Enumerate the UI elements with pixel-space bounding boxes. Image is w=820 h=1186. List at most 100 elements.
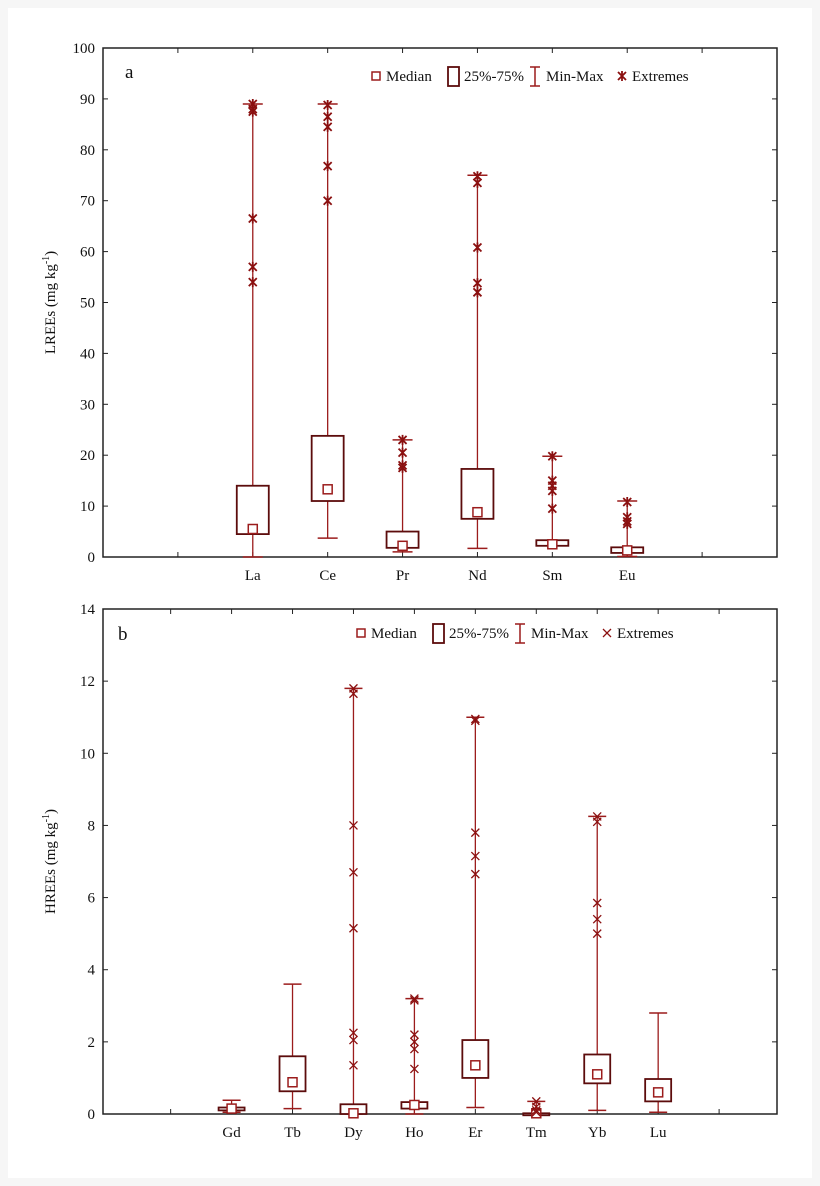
x-tick-label: Tm [526, 1125, 547, 1141]
median-marker [591, 1069, 603, 1080]
extreme-point [248, 261, 258, 272]
box-Ce [310, 100, 345, 539]
legend-box-label: 25%-75% [464, 69, 524, 85]
extreme-point [592, 817, 602, 827]
plot-frame [102, 47, 778, 558]
y-axis-label-superscript: -1 [41, 814, 52, 822]
extreme-point [323, 161, 333, 172]
x-tick-label: Sm [542, 568, 562, 584]
median-marker [397, 540, 408, 552]
extreme-point [349, 689, 358, 699]
extreme-point [349, 1060, 358, 1070]
legend-extremes-label: Extremes [617, 626, 674, 642]
x-tick-label: Ho [405, 1125, 423, 1141]
y-tick-label: 0 [88, 1107, 96, 1123]
extreme-point [349, 1035, 358, 1045]
extreme-point [472, 287, 483, 298]
y-tick-label: 6 [88, 891, 96, 907]
x-tick-label: Nd [468, 568, 487, 584]
legend-median-marker [371, 71, 381, 81]
extreme-point [592, 914, 602, 924]
y-axis-label-superscript: -1 [41, 256, 52, 264]
extreme-point [248, 106, 258, 117]
extreme-point [409, 995, 419, 1005]
extreme-point [472, 242, 483, 253]
median-marker [247, 523, 259, 535]
median-marker [470, 1060, 481, 1071]
x-tick-label: Dy [344, 1125, 363, 1141]
x-tick-label: Pr [396, 568, 409, 584]
extreme-point [349, 1028, 358, 1038]
extreme-point [409, 994, 419, 1004]
y-tick-label: 40 [80, 346, 95, 362]
legend: Median 25%-75% Min-Max Extremes [371, 66, 689, 87]
y-tick-label: 0 [88, 550, 96, 566]
extreme-point [622, 497, 632, 508]
y-axis-label-end: ) [43, 809, 59, 814]
box-Pr [385, 434, 420, 553]
extreme-point [248, 277, 258, 288]
legend-box-marker [432, 623, 445, 644]
y-tick-label: 60 [80, 245, 95, 261]
x-tick-label: Lu [650, 1125, 667, 1141]
extreme-point [472, 177, 483, 188]
extreme-point [622, 518, 632, 529]
y-tick-label: 12 [80, 674, 95, 690]
extreme-point [409, 1044, 419, 1054]
box-Eu [610, 497, 645, 558]
extreme-point [592, 898, 602, 908]
extreme-point [397, 462, 408, 473]
legend-box-marker [447, 66, 460, 87]
x-tick-label: La [245, 568, 261, 584]
legend-median-marker [356, 628, 366, 638]
extreme-point [531, 1107, 541, 1117]
legend-range-marker [530, 66, 540, 87]
median-marker [531, 1108, 542, 1119]
extreme-point [547, 451, 557, 462]
box-Lu [644, 1012, 673, 1113]
legend-extremes-marker [617, 71, 627, 81]
extreme-point [323, 111, 333, 122]
legend-range-marker [515, 623, 525, 644]
box-Tb [278, 983, 307, 1110]
extreme-point [470, 716, 480, 726]
box-Ho [400, 994, 429, 1115]
extreme-point [397, 447, 408, 458]
y-tick-label: 14 [80, 602, 96, 618]
extreme-point [592, 929, 602, 939]
y-tick-label: 10 [80, 499, 95, 515]
box-Nd [460, 171, 495, 550]
y-tick-label: 4 [88, 963, 96, 979]
y-tick-label: 20 [80, 448, 95, 464]
legend-range-label: Min-Max [531, 626, 589, 642]
extreme-point [323, 121, 333, 132]
legend-range-label: Min-Max [546, 69, 604, 85]
y-axis-label-end: ) [43, 251, 59, 256]
median-marker [287, 1077, 298, 1088]
extreme-point [349, 820, 358, 830]
box-Er [461, 714, 490, 1109]
y-tick-label: 10 [80, 746, 95, 762]
extreme-point [470, 851, 480, 861]
y-axis-label-text: LREEs (mg kg [43, 264, 59, 354]
y-tick-label: 50 [80, 296, 95, 312]
extreme-point [397, 434, 408, 445]
extreme-point [547, 485, 557, 496]
extreme-point [531, 1105, 541, 1115]
extreme-point [409, 1037, 419, 1047]
extreme-point [472, 278, 483, 289]
y-axis-label: LREEs (mg kg-1) [41, 251, 59, 354]
box-Dy [339, 683, 368, 1119]
x-tick-label: Er [468, 1125, 482, 1141]
extreme-point [470, 828, 480, 838]
iqr-box [461, 1039, 490, 1079]
median-marker [226, 1103, 237, 1114]
chart-panel-b: 0 2 4 6 8 10 12 14 HREEs (mg kg-1) b Median 25%-75%… [41, 602, 778, 1141]
extreme-point [349, 867, 358, 877]
box-Yb [583, 811, 612, 1112]
median-marker [652, 1087, 664, 1098]
y-tick-label: 30 [80, 397, 95, 413]
legend-extremes-label: Extremes [632, 69, 689, 85]
box-Sm [535, 451, 570, 550]
y-axis-label: HREEs (mg kg-1) [41, 809, 59, 914]
